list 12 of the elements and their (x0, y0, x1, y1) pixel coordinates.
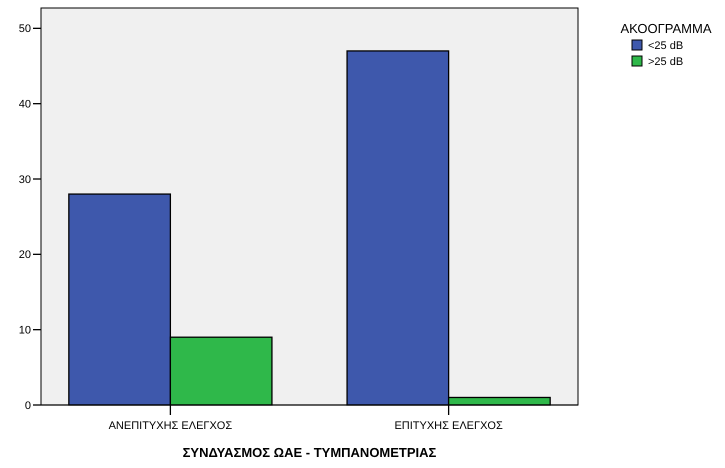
y-tick-label: 10 (18, 324, 31, 337)
y-tick-label: 30 (18, 174, 31, 186)
y-tick-label: 0 (24, 400, 31, 412)
legend-label: <25 dB (648, 40, 684, 52)
x-tick-label: ΕΠΙΤΥΧΗΣ ΕΛΕΓΧΟΣ (394, 420, 503, 432)
y-tick-label: 50 (18, 23, 31, 36)
y-tick-label: 40 (18, 98, 31, 111)
legend-label: >25 dB (648, 56, 684, 68)
legend-title: ΑΚΟΟΓΡΑΜΜΑ (620, 21, 712, 36)
x-tick-label: ΑΝΕΠΙΤΥΧΗΣ ΕΛΕΓΧΟΣ (108, 420, 232, 432)
x-axis-title: ΣΥΝΔΥΑΣΜΟΣ ΩΑΕ - ΤΥΜΠΑΝΟΜΕΤΡΙΑΣ (182, 445, 437, 460)
y-tick-label: 20 (18, 249, 31, 262)
